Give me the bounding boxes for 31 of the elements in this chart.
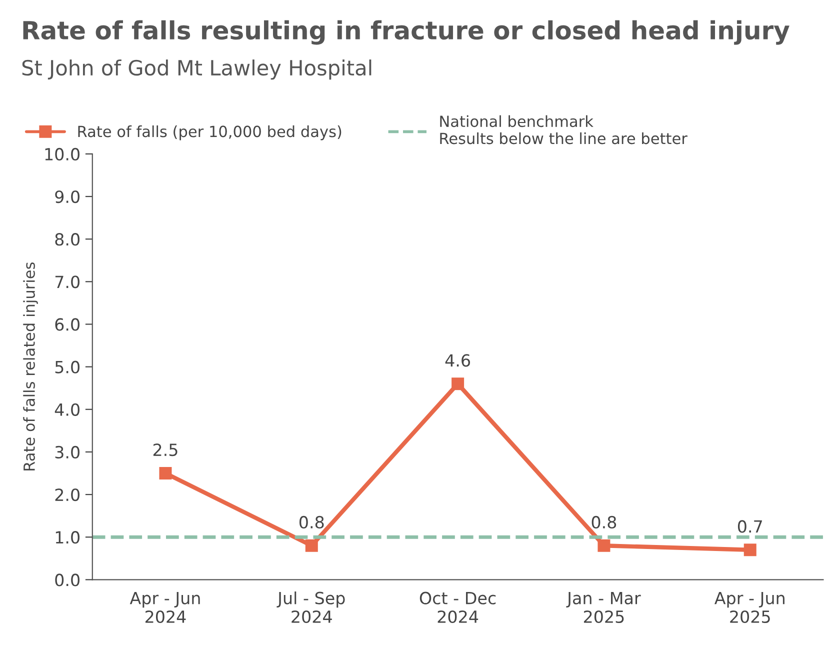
legend-label: National benchmark Results below the line are better	[440, 115, 688, 144]
data-label: 0.7	[738, 520, 762, 533]
point	[744, 544, 756, 556]
y-tick-label: 10.0	[45, 148, 80, 160]
y-tick-label: 3.0	[55, 446, 80, 459]
x-tick-label: Apr - Jun 2024	[130, 592, 200, 624]
y-tick-label: 6.0	[55, 318, 80, 331]
data-label: 4.6	[445, 354, 470, 367]
x-tick-label: Oct - Dec 2024	[420, 592, 496, 624]
point	[159, 466, 172, 480]
chart-subtitle: St John of God Mt Lawley Hospital	[22, 59, 372, 80]
data-label: 0.8	[592, 516, 616, 528]
data-label: 2.5	[153, 444, 178, 456]
y-tick-label: 1.0	[56, 531, 80, 544]
x-tick-label: Jul - Sep 2024	[276, 591, 345, 624]
y-tick-label: 2.0	[55, 488, 80, 502]
y-tick-label: 5.0	[55, 360, 80, 374]
y-tick-label: 8.0	[55, 233, 80, 246]
y-tick-label: 9.0	[55, 190, 80, 204]
point	[452, 378, 464, 390]
point	[305, 539, 318, 552]
point	[598, 539, 610, 552]
data-label: 0.8	[299, 516, 324, 528]
x-tick-label: Apr - Jun 2025	[714, 592, 784, 624]
y-axis-title: Rate of falls related injuries	[23, 262, 38, 470]
legend-label: Rate of falls (per 10,000 bed days)	[78, 125, 342, 140]
y-tick-label: 4.0	[54, 403, 80, 416]
y-tick-label: 7.0	[55, 276, 80, 288]
chart-title: Rate of falls resulting in fracture or closed head injury	[23, 20, 790, 45]
x-tick-label: Jan - Mar 2025	[566, 592, 641, 624]
y-tick-label: 0.0	[55, 574, 80, 586]
